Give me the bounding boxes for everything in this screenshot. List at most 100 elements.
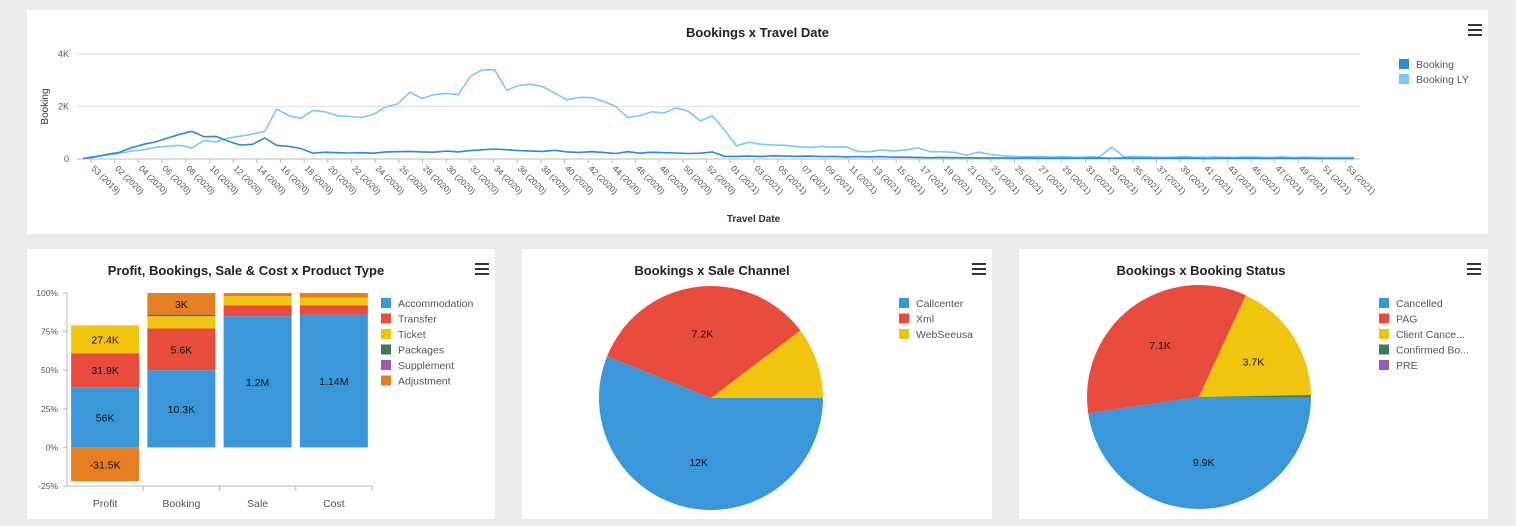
legend-swatch [1379,344,1389,355]
pie-slice-cancelled [1088,397,1311,509]
hamburger-menu-icon[interactable] [972,263,986,275]
data-label: 3K [175,299,188,311]
bar-segment-accommodation [147,370,216,448]
data-label: 9.9K [1193,457,1215,469]
bar-segment-accommodation [71,387,140,448]
legend-label: Transfer [398,314,437,326]
legend-swatch [381,375,391,386]
x-tick-label: Booking [162,498,200,510]
x-tick-label: Profit [93,498,118,510]
pie-slice-client-cance- [1199,295,1311,397]
legend-label: Confirmed Bo... [1396,345,1469,357]
pie-slice-confirmed-bo- [1199,394,1311,397]
y-tick-label: 2K [58,102,69,112]
legend-label: Accommodation [398,298,473,310]
pie-slice-webseeusa [711,330,823,398]
sale-channel-chart-card: 12K 7.2K Callcenter Xml WebSeeusa Bookings x… [522,249,992,519]
series-line-booking [82,130,1354,160]
legend-label: WebSeeusa [916,329,973,341]
y-axis-label: Booking [40,88,51,124]
pie-slice-callcenter [599,356,823,510]
data-label: 56K [96,412,115,424]
legend-swatch [381,298,391,308]
bar-segment-transfer [71,353,140,388]
legend-swatch [899,298,909,308]
x-tick-label: Sale [247,498,268,510]
bar-segment-ticket [299,297,368,306]
legend-swatch [1399,74,1409,84]
travel-date-chart-card: 0 2K 4K Booking Travel Date 53 (2019) 02 (2020… [27,10,1488,234]
bar-segment-adjustment [299,293,368,298]
legend-label: Ticket [398,329,426,341]
chart-title: Profit, Bookings, Sale & Cost x Product … [107,263,385,278]
legend-swatch [381,313,391,324]
data-label: 27.4K [91,334,118,346]
legend-swatch [899,329,909,339]
bar-segment-adjustment [71,447,140,482]
data-label: 7.2K [692,329,714,341]
legend-label: Supplement [398,360,454,372]
data-label: 1.2M [246,377,269,389]
legend-swatch [381,344,391,355]
hamburger-menu-icon[interactable] [1467,263,1481,275]
legend-swatch [1379,313,1389,324]
legend-label: Xml [916,314,934,326]
legend-swatch [1379,298,1389,308]
legend-label: Cancelled [1396,298,1443,310]
bar-segment-accommodation [299,314,368,448]
bar-segment-transfer [147,328,216,371]
series-line-booking-ly [82,68,1354,160]
chart-title: Bookings x Travel Date [685,25,830,40]
product-type-stacked-bar-chart: -25% 0% 25% 50% 75% 100% 56K 31.9K 27.4K -31.5K Pr… [36,288,473,510]
sale-channel-pie-chart: 12K 7.2K Callcenter Xml WebSeeusa [599,285,973,510]
booking-status-pie-chart: 9.9K 7.1K 3.7K Cancelled PAG Client Cance... C… [1087,285,1469,509]
pie-slice-xml [607,285,801,398]
chart-title: Bookings x Booking Status [1116,263,1286,278]
legend-label: PRE [1396,360,1418,372]
legend-swatch [1379,329,1389,339]
bar-segment-packages [147,314,216,317]
legend-label: Adjustment [398,376,451,388]
data-label: 3.7K [1243,357,1265,369]
legend-label: Booking [1416,59,1454,71]
y-tick-label: 75% [41,327,58,337]
data-label: 7.1K [1149,340,1171,352]
y-tick-label: 25% [41,404,58,414]
y-tick-label: 4K [58,49,69,59]
pie-slice-pag [1087,285,1246,414]
bar-segment-ticket [71,325,140,354]
y-tick-label: 100% [36,288,58,298]
legend-label: Booking LY [1416,74,1469,86]
legend-label: Packages [398,345,444,357]
bar-segment-ticket [223,296,292,306]
data-label: -31.5K [90,459,121,471]
legend-swatch [381,329,391,339]
legend-label: Client Cance... [1396,329,1465,341]
y-tick-label: 0% [46,442,59,452]
bar-segment-transfer [299,305,368,315]
legend-label: Callcenter [916,298,964,310]
y-tick-label: 50% [41,365,58,375]
data-label: 10.3K [168,404,195,416]
y-tick-label: 0 [64,154,69,164]
legend-swatch [381,360,391,370]
bar-segment-adjustment [223,293,292,297]
data-label: 1.14M [319,376,348,388]
legend-swatch [899,313,909,324]
data-label: 12K [689,457,708,469]
x-tick-label: Cost [323,498,345,510]
hamburger-menu-icon[interactable] [475,263,489,275]
legend-swatch [1379,360,1389,370]
x-axis-label: Travel Date [727,214,781,225]
y-tick-label: -25% [38,481,58,491]
data-label: 31.9K [91,365,118,377]
bar-segment-ticket [147,316,216,329]
booking-status-chart-card: 9.9K 7.1K 3.7K Cancelled PAG Client Cance... C… [1019,249,1488,519]
bar-segment-transfer [223,305,292,317]
legend-swatch [1399,59,1409,69]
bar-segment-adjustment [147,293,216,315]
hamburger-menu-icon[interactable] [1468,24,1482,36]
bar-segment-accommodation [223,316,292,448]
chart-title: Bookings x Sale Channel [634,263,790,278]
